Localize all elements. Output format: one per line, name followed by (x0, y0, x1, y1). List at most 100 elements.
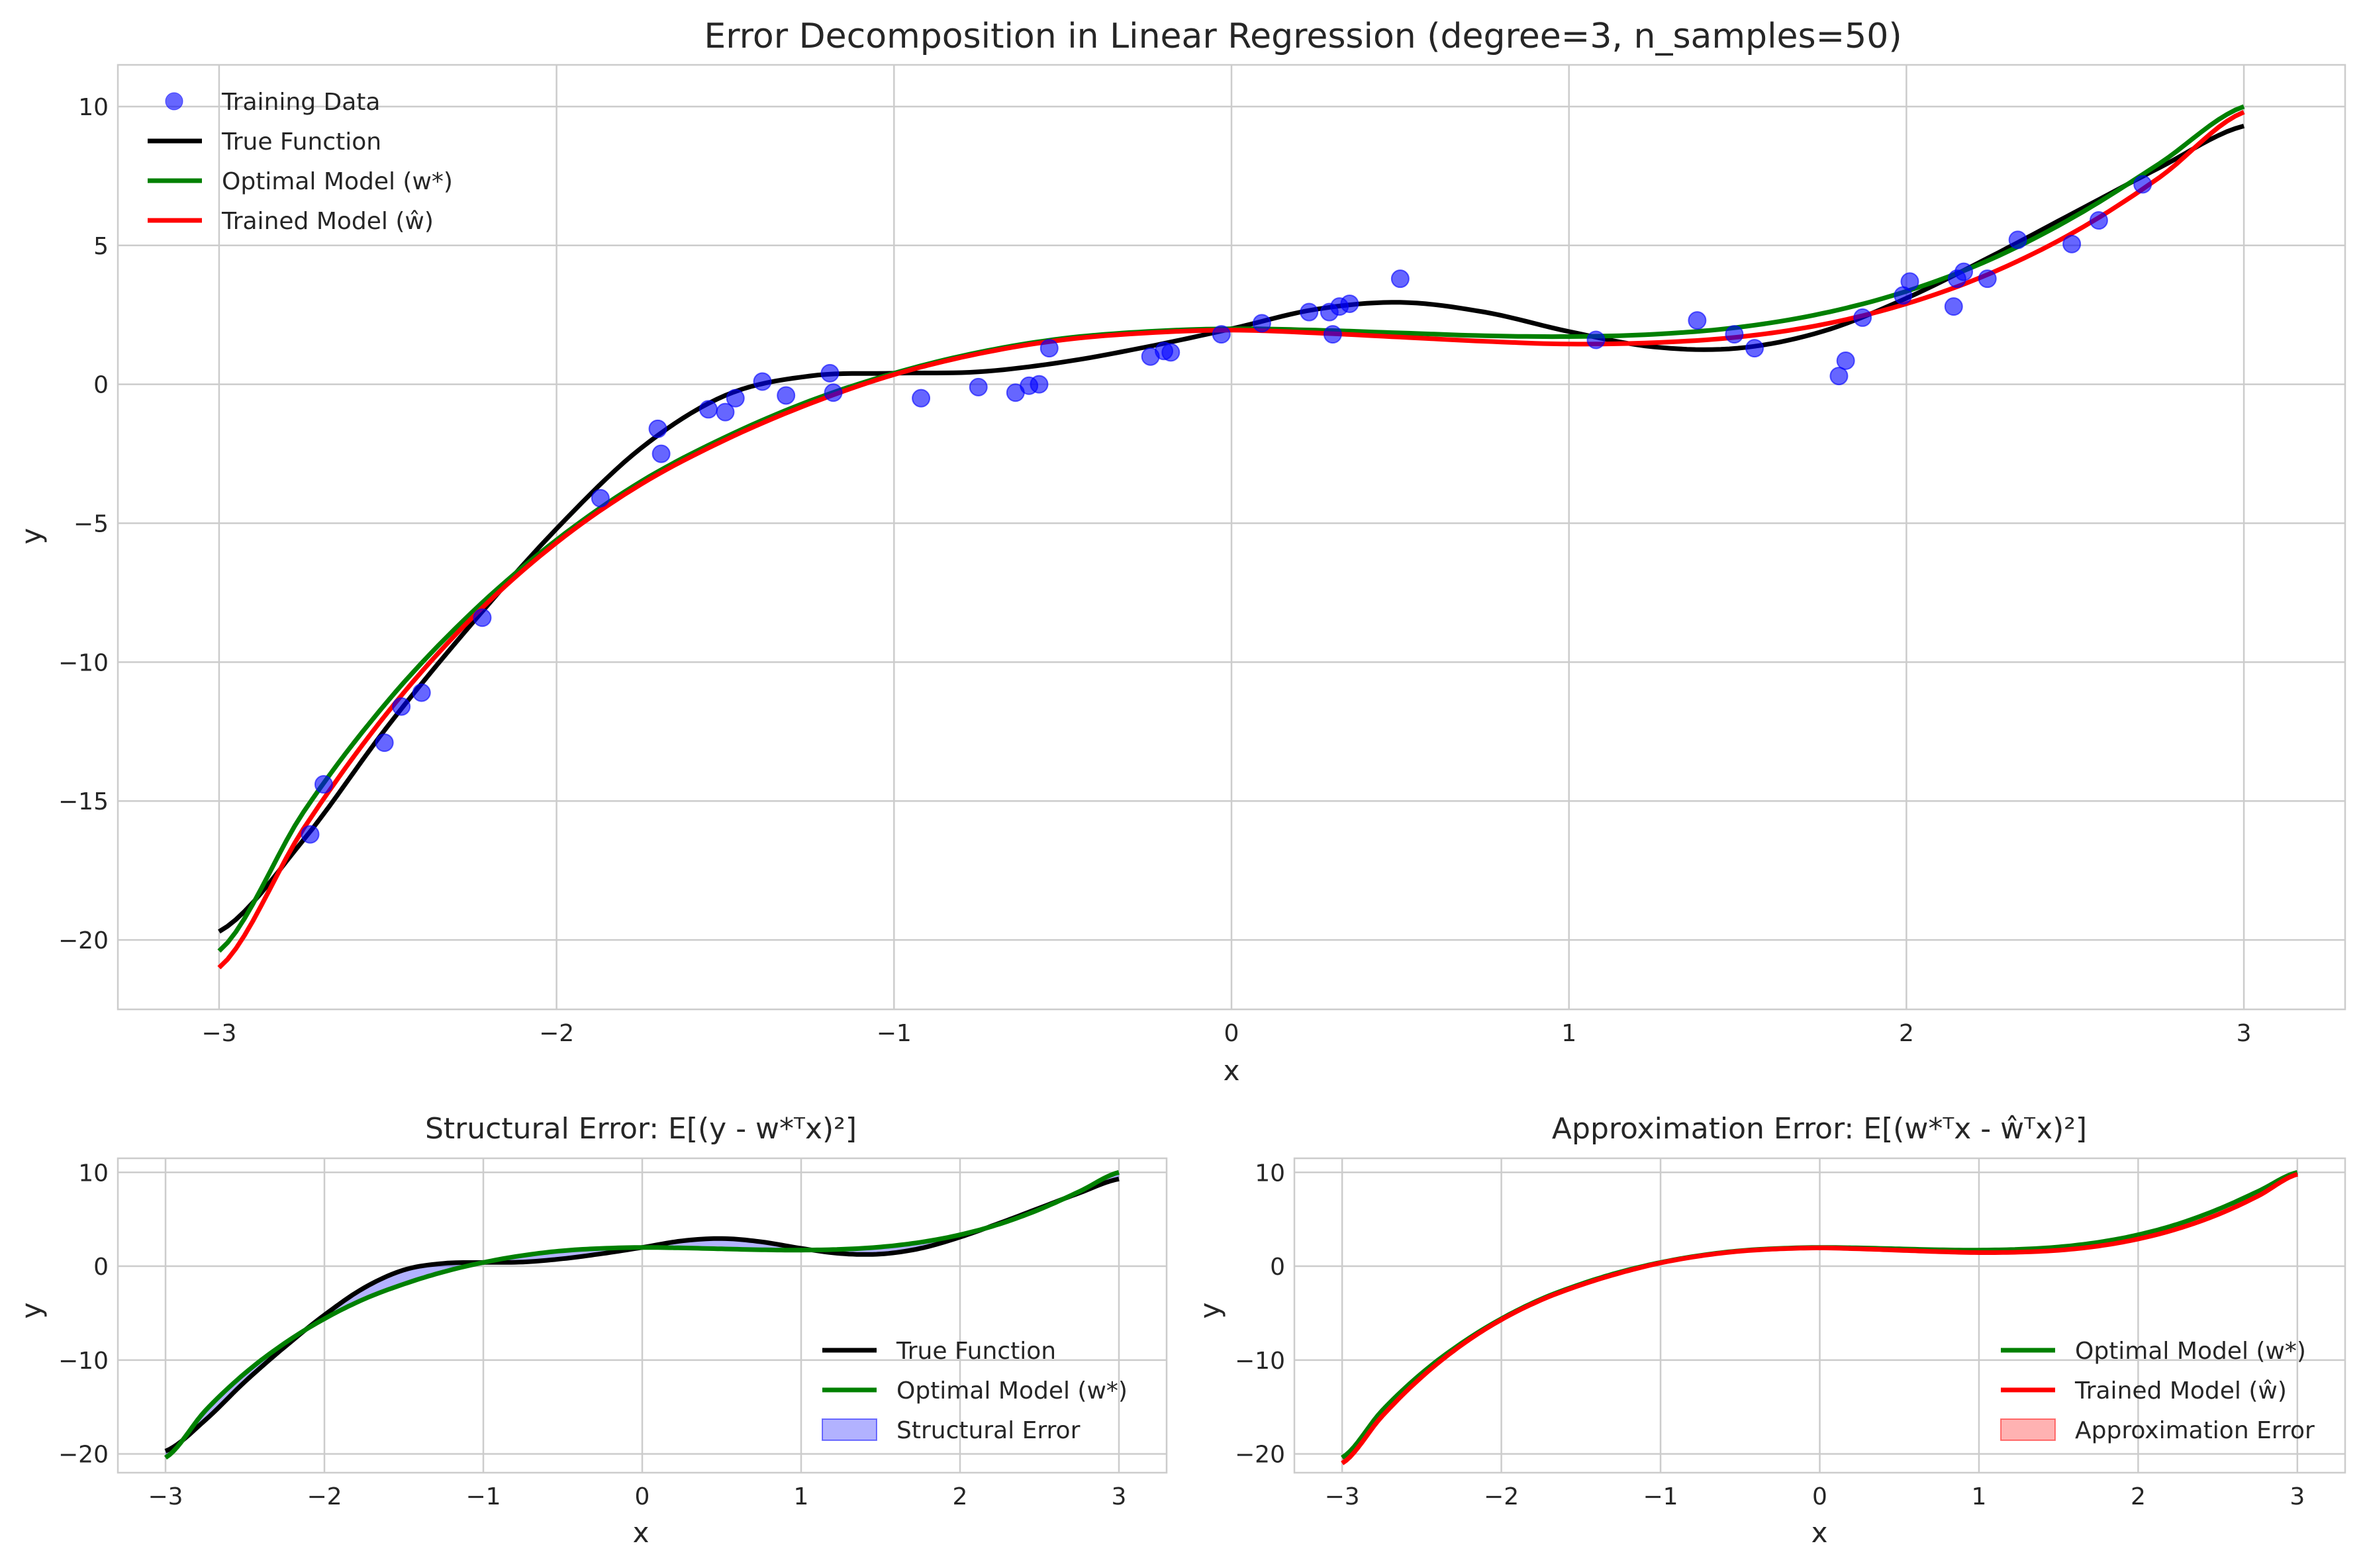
training-data-point (1745, 339, 1764, 358)
approximation-ytick-label: −20 (1235, 1442, 1285, 1469)
main-legend-label: True Function (221, 128, 381, 156)
training-data-point (777, 386, 796, 405)
structural-xtick-label: 3 (1112, 1483, 1127, 1510)
main-legend-label: Trained Model (ŵ) (221, 208, 434, 235)
training-data-point (1978, 269, 1997, 289)
approximation-ytick-label: 10 (1255, 1160, 1285, 1187)
approximation-xtick-label: 1 (1972, 1483, 1987, 1510)
structural-ylabel: y (15, 1303, 48, 1319)
main-ytick-label: 0 (93, 372, 109, 399)
training-data-point (912, 389, 931, 408)
approximation-legend-label: Optimal Model (w*) (2075, 1338, 2306, 1365)
training-data-point (716, 402, 735, 422)
approximation-title: Approximation Error: E[(w*ᵀx - ŵᵀx)²] (1552, 1112, 2087, 1146)
training-data-point (648, 419, 667, 438)
training-data-point (1300, 302, 1319, 322)
main-xtick-label: −2 (539, 1020, 574, 1047)
structural-legend-label: True Function (896, 1338, 1056, 1365)
approximation-xtick-label: 0 (1812, 1483, 1827, 1510)
training-data-point (392, 697, 411, 716)
approximation-xtick-label: −3 (1325, 1483, 1360, 1510)
training-data-point (2062, 234, 2082, 254)
training-data-point (1944, 297, 1963, 316)
structural-xtick-label: 2 (953, 1483, 968, 1510)
main-legend: Training Data True Function Optimal Model … (148, 89, 453, 235)
training-data-point (726, 389, 745, 408)
main-ytick-label: −10 (58, 649, 109, 676)
approximation-ylabel: y (1194, 1303, 1226, 1319)
approximation-xlabel: x (1811, 1516, 1828, 1549)
approximation-trained-model-line (1341, 1172, 2299, 1465)
training-data-point (1586, 330, 1606, 349)
training-data-point (1836, 351, 1855, 370)
training-data-point (412, 683, 431, 702)
approximation-xtick-label: −1 (1643, 1483, 1678, 1510)
approximation-legend: Optimal Model (w*) Trained Model (ŵ) Appro… (2000, 1338, 2315, 1444)
main-xtick-label: 0 (1224, 1020, 1239, 1047)
training-data-point (1390, 269, 1410, 289)
approximation-xtick-label: 2 (2131, 1483, 2146, 1510)
training-data-point (1954, 262, 1974, 281)
structural-ytick-label: 10 (78, 1160, 109, 1187)
training-data-point (651, 444, 671, 463)
training-data-point (1829, 367, 1849, 386)
training-data-point (591, 488, 610, 508)
structural-xtick-label: −3 (148, 1483, 183, 1510)
structural-xlabel: x (633, 1516, 650, 1549)
training-data-point (375, 733, 394, 753)
training-data-point (1030, 375, 1049, 394)
training-data-point (2089, 211, 2108, 230)
main-xtick-label: 1 (1561, 1020, 1576, 1047)
structural-ytick-label: −10 (58, 1348, 109, 1375)
structural-legend-patch (822, 1418, 877, 1441)
main-ytick-label: −15 (58, 788, 109, 815)
main-xtick-label: −3 (201, 1020, 236, 1047)
structural-frame (117, 1157, 1168, 1474)
training-data-point (473, 608, 492, 627)
training-data-point (820, 363, 840, 383)
training-data-point (753, 372, 772, 391)
structural-ytick-label: 0 (93, 1254, 109, 1281)
main-ytick-label: −20 (58, 927, 109, 954)
main-ytick-label: 10 (78, 94, 109, 121)
training-data-point (2133, 175, 2152, 194)
approximation-ytick-label: −10 (1235, 1348, 1285, 1375)
training-data-point (1323, 325, 1342, 344)
approximation-ytick-label: 0 (1270, 1254, 1285, 1281)
main-ytick-label: −5 (73, 511, 109, 538)
approximation-legend-label: Trained Model (ŵ) (2074, 1377, 2287, 1405)
main-xtick-label: −1 (877, 1020, 912, 1047)
training-data-point (1900, 272, 1919, 291)
training-data-point (1340, 294, 1359, 313)
training-data-point (969, 377, 988, 396)
structural-ytick-label: −20 (58, 1442, 109, 1469)
training-data-point (2008, 230, 2027, 250)
training-data-point (1252, 314, 1271, 333)
training-data-point (314, 775, 333, 794)
structural-xtick-label: 0 (635, 1483, 650, 1510)
main-frame (117, 64, 2346, 1011)
main-legend-marker (165, 92, 183, 111)
training-data-point (1853, 308, 1872, 327)
structural-legend: True Function Optimal Model (w*) Structura… (822, 1338, 1128, 1444)
main-legend-label: Optimal Model (w*) (222, 168, 453, 195)
training-data-point (1212, 325, 1231, 344)
training-data-point (301, 825, 320, 844)
main-xtick-label: 3 (2237, 1020, 2252, 1047)
approximation-frame (1293, 1157, 2346, 1474)
structural-xtick-label: −1 (465, 1483, 501, 1510)
structural-optimal-model-line (164, 1170, 1120, 1460)
training-data-point (1039, 339, 1059, 358)
approximation-xtick-label: 3 (2290, 1483, 2305, 1510)
training-data-point (1725, 325, 1744, 344)
structural-xtick-label: −2 (307, 1483, 342, 1510)
main-legend-label: Training Data (221, 89, 380, 116)
main-ylabel: y (15, 528, 48, 545)
training-data-point (1161, 343, 1181, 362)
approximation-legend-patch (2000, 1418, 2056, 1441)
training-data-point (699, 400, 718, 419)
